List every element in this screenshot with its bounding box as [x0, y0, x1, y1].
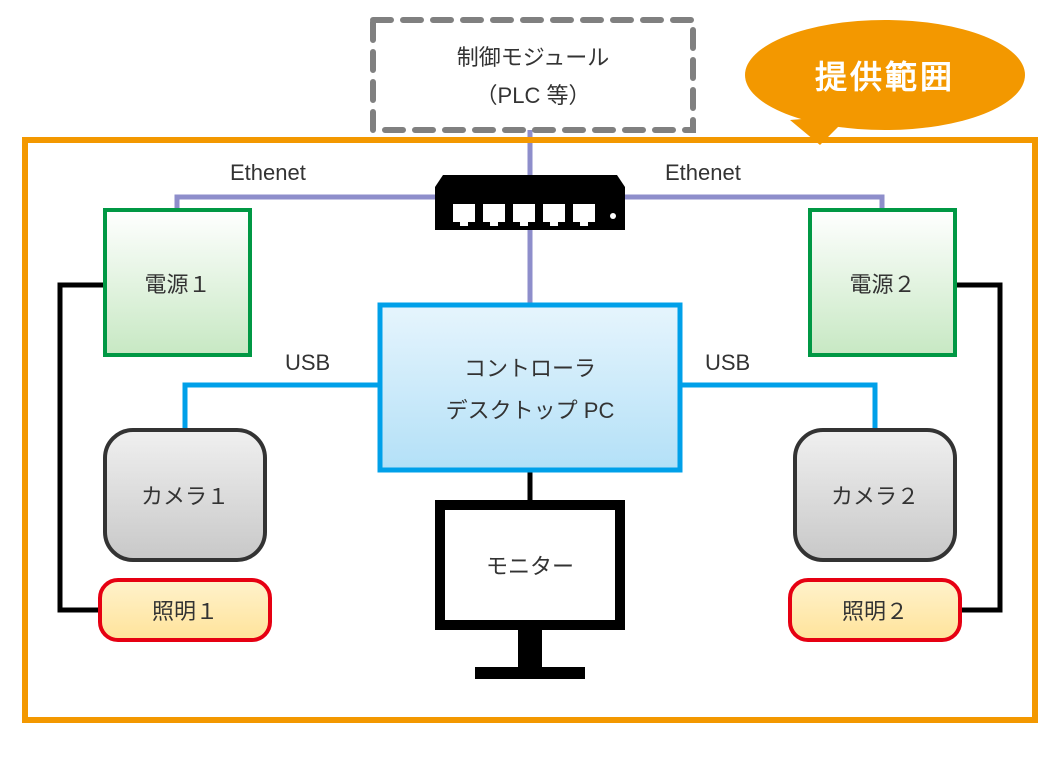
camera1-box-label: カメラ１ [141, 479, 229, 511]
light1-box-label: 照明１ [152, 594, 218, 626]
scope-bubble-label: 提供範囲 [815, 52, 955, 98]
light1-box: 照明１ [100, 580, 270, 640]
light2-box: 照明２ [790, 580, 960, 640]
power1-box-label: 電源１ [144, 267, 210, 299]
wire-label-usb_right: USB [705, 350, 750, 376]
control-module-label2: （PLC 等） [476, 78, 591, 110]
camera2-box-label: カメラ２ [831, 479, 919, 511]
wire-label-ethernet_left-text: Ethenet [230, 160, 306, 185]
power2-box-label: 電源２ [849, 267, 915, 299]
wire-label-ethernet_right-text: Ethenet [665, 160, 741, 185]
control-module-box: 制御モジュール （PLC 等） [373, 20, 693, 130]
controller-box-label2: デスクトップ PC [446, 393, 615, 425]
power1-box: 電源１ [105, 210, 250, 355]
wire-label-ethernet_right: Ethenet [665, 160, 741, 186]
control-module-label1: 制御モジュール [457, 40, 609, 72]
camera2-box: カメラ２ [795, 430, 955, 560]
scope-bubble: 提供範囲 [745, 20, 1025, 130]
monitor-label: モニター [486, 549, 574, 581]
power2-box: 電源２ [810, 210, 955, 355]
monitor-box: モニター [440, 505, 620, 625]
controller-box-label1: コントローラ [464, 351, 596, 383]
wire-label-ethernet_left: Ethenet [230, 160, 306, 186]
wire-label-usb_left-text: USB [285, 350, 330, 375]
light2-box-label: 照明２ [842, 594, 908, 626]
wire-label-usb_left: USB [285, 350, 330, 376]
controller-box: コントローラデスクトップ PC [380, 305, 680, 470]
wire-label-usb_right-text: USB [705, 350, 750, 375]
camera1-box: カメラ１ [105, 430, 265, 560]
